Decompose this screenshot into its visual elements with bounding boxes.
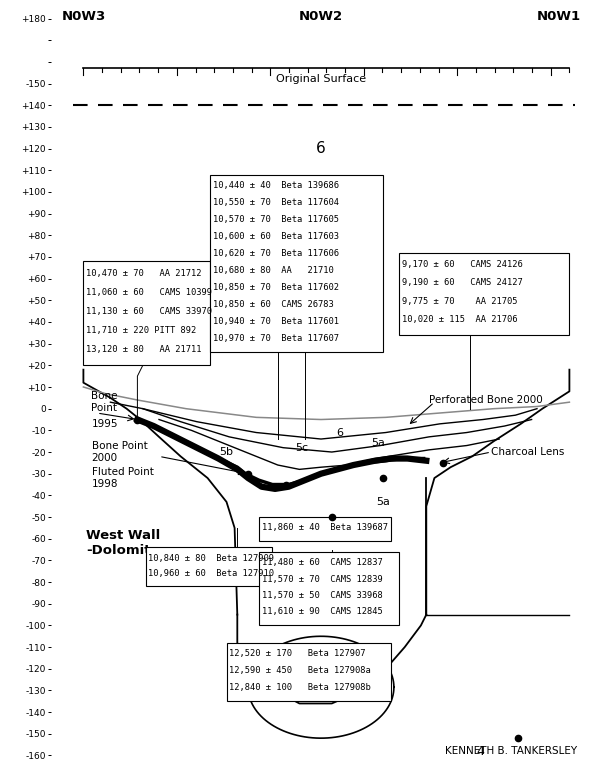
Text: 10,470 ± 70   AA 21712: 10,470 ± 70 AA 21712 [86, 269, 202, 278]
Text: 11,130 ± 60   CAMS 33970: 11,130 ± 60 CAMS 33970 [86, 307, 212, 316]
Text: Fluted Point
1998: Fluted Point 1998 [91, 467, 154, 489]
Text: 5c: 5c [296, 443, 308, 453]
Text: 6: 6 [337, 427, 343, 437]
Text: 10,850 ± 60  CAMS 26783: 10,850 ± 60 CAMS 26783 [213, 300, 334, 309]
FancyBboxPatch shape [146, 548, 272, 587]
Text: 9,190 ± 60   CAMS 24127: 9,190 ± 60 CAMS 24127 [402, 278, 523, 287]
Text: 11,610 ± 90  CAMS 12845: 11,610 ± 90 CAMS 12845 [262, 607, 382, 617]
Text: 10,840 ± 80  Beta 127909: 10,840 ± 80 Beta 127909 [148, 554, 274, 563]
Text: 10,680 ± 80  AA   21710: 10,680 ± 80 AA 21710 [213, 266, 334, 275]
Text: 1995: 1995 [91, 419, 118, 429]
Text: Perforated Bone 2000: Perforated Bone 2000 [429, 395, 543, 405]
Text: Charcoal Lens: Charcoal Lens [491, 447, 565, 457]
Text: 10,850 ± 70  Beta 117602: 10,850 ± 70 Beta 117602 [213, 283, 339, 292]
FancyBboxPatch shape [210, 175, 383, 352]
Text: Original Surface: Original Surface [276, 74, 366, 84]
Text: 5a: 5a [376, 497, 390, 507]
Text: Bone Point
2000: Bone Point 2000 [91, 441, 147, 463]
Text: 9,170 ± 60   CAMS 24126: 9,170 ± 60 CAMS 24126 [402, 260, 523, 269]
Text: 9,775 ± 70    AA 21705: 9,775 ± 70 AA 21705 [402, 297, 517, 305]
Text: 11,480 ± 60  CAMS 12837: 11,480 ± 60 CAMS 12837 [262, 558, 382, 568]
Text: 12,520 ± 170   Beta 127907: 12,520 ± 170 Beta 127907 [229, 650, 366, 658]
Text: N0W1: N0W1 [536, 10, 581, 23]
Text: 10,960 ± 60  Beta 127910: 10,960 ± 60 Beta 127910 [148, 569, 274, 578]
Text: 10,940 ± 70  Beta 117601: 10,940 ± 70 Beta 117601 [213, 317, 339, 326]
Text: 11,710 ± 220 PITT 892: 11,710 ± 220 PITT 892 [86, 326, 196, 334]
Text: 10,020 ± 115  AA 21706: 10,020 ± 115 AA 21706 [402, 314, 517, 324]
Text: 11,570 ± 50  CAMS 33968: 11,570 ± 50 CAMS 33968 [262, 591, 382, 600]
Text: N0W3: N0W3 [61, 10, 106, 23]
Text: 10,570 ± 70  Beta 117605: 10,570 ± 70 Beta 117605 [213, 216, 339, 224]
Text: 4: 4 [476, 745, 484, 758]
Text: 5a: 5a [371, 439, 385, 449]
Text: 10,620 ± 70  Beta 117606: 10,620 ± 70 Beta 117606 [213, 249, 339, 258]
FancyBboxPatch shape [227, 643, 391, 701]
Text: N0W2: N0W2 [299, 10, 343, 23]
Text: 11,570 ± 70  CAMS 12839: 11,570 ± 70 CAMS 12839 [262, 574, 382, 584]
Text: 12,590 ± 450   Beta 127908a: 12,590 ± 450 Beta 127908a [229, 667, 371, 675]
Text: 11,860 ± 40  Beta 139687: 11,860 ± 40 Beta 139687 [262, 523, 388, 532]
Text: Bone
Point: Bone Point [91, 391, 118, 413]
Text: 13,120 ± 80   AA 21711: 13,120 ± 80 AA 21711 [86, 344, 202, 354]
Text: 6: 6 [316, 141, 326, 156]
Text: 10,970 ± 70  Beta 117607: 10,970 ± 70 Beta 117607 [213, 334, 339, 343]
Text: West Wall
-Dolomite: West Wall -Dolomite [86, 529, 160, 557]
FancyBboxPatch shape [259, 551, 400, 625]
FancyBboxPatch shape [83, 262, 210, 365]
Text: 10,600 ± 60  Beta 117603: 10,600 ± 60 Beta 117603 [213, 232, 339, 241]
FancyBboxPatch shape [259, 517, 391, 541]
Text: 11,060 ± 60   CAMS 10399: 11,060 ± 60 CAMS 10399 [86, 288, 212, 297]
Text: KENNETH B. TANKERSLEY: KENNETH B. TANKERSLEY [445, 746, 577, 756]
Text: 10,550 ± 70  Beta 117604: 10,550 ± 70 Beta 117604 [213, 199, 339, 207]
Text: 10,440 ± 40  Beta 139686: 10,440 ± 40 Beta 139686 [213, 181, 339, 190]
Text: 5b: 5b [220, 447, 233, 457]
FancyBboxPatch shape [400, 252, 569, 335]
Text: 12,840 ± 100   Beta 127908b: 12,840 ± 100 Beta 127908b [229, 683, 371, 692]
